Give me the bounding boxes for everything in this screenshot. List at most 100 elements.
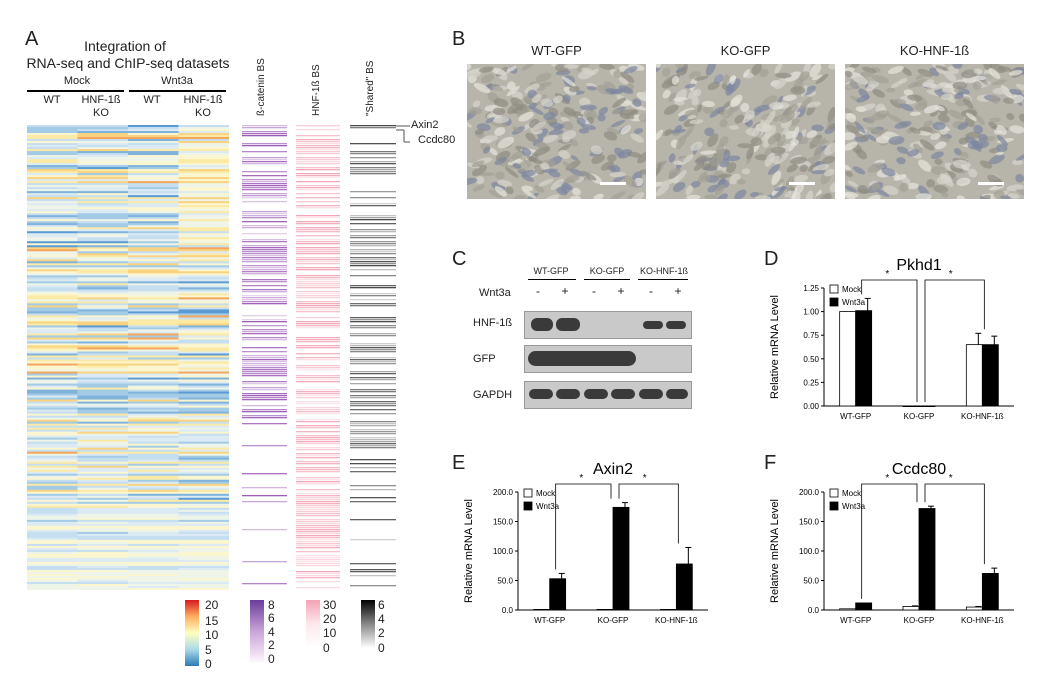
heatmap-cell bbox=[27, 475, 78, 479]
cell-shape bbox=[956, 195, 966, 199]
blot-band bbox=[643, 321, 663, 329]
heatmap-cell bbox=[27, 279, 78, 282]
heatmap-cell bbox=[77, 337, 129, 341]
heatmap-cell bbox=[178, 369, 229, 373]
y-tick-label: 150.0 bbox=[799, 518, 820, 527]
binding-site-line bbox=[296, 161, 340, 163]
cell-shape bbox=[675, 135, 687, 150]
heatmap-cell bbox=[27, 159, 78, 162]
binding-site-line bbox=[350, 125, 396, 127]
y-tick-label: 0.75 bbox=[803, 331, 819, 340]
binding-site-line bbox=[242, 265, 287, 267]
heatmap-cell bbox=[128, 201, 179, 204]
micrograph-wt-gfp bbox=[467, 64, 646, 199]
heatmap-cell bbox=[178, 445, 229, 449]
binding-site-line bbox=[296, 283, 340, 285]
heatmap-cell bbox=[128, 567, 179, 571]
binding-site-line bbox=[242, 355, 287, 357]
cell-shape bbox=[1008, 70, 1023, 76]
cell-shape bbox=[790, 86, 806, 95]
heatmap-cell bbox=[77, 373, 129, 377]
heatmap-cell bbox=[77, 525, 129, 529]
bar-mock bbox=[902, 405, 920, 408]
heatmap-cell bbox=[27, 137, 78, 140]
heatmap-cell bbox=[178, 499, 229, 503]
cell-shape bbox=[952, 81, 968, 90]
heatmap-cell bbox=[178, 463, 229, 467]
heatmap-cell bbox=[27, 289, 78, 292]
column-label-wt-wnt3a: WT bbox=[143, 94, 161, 106]
heatmap-cell bbox=[178, 299, 229, 302]
heatmap-cell bbox=[77, 327, 129, 331]
heatmap-cell bbox=[27, 499, 78, 503]
binding-site-line bbox=[350, 173, 396, 175]
binding-site-line bbox=[350, 143, 396, 145]
binding-site-line bbox=[296, 505, 340, 507]
cell-shape bbox=[507, 103, 521, 115]
cell-shape bbox=[799, 164, 808, 173]
heatmap-cell bbox=[27, 435, 78, 439]
binding-site-line bbox=[296, 307, 340, 309]
binding-site-line bbox=[296, 135, 340, 137]
binding-site-line bbox=[242, 297, 287, 299]
cell-shape bbox=[707, 81, 720, 91]
heatmap-cell bbox=[77, 393, 129, 397]
binding-site-line bbox=[350, 359, 396, 361]
cell-shape bbox=[871, 182, 881, 192]
heatmap-cell bbox=[178, 561, 229, 565]
heatmap-cell bbox=[27, 243, 78, 246]
heatmap-cell bbox=[128, 323, 179, 327]
heatmap-cell bbox=[128, 295, 179, 298]
binding-site-line bbox=[242, 389, 287, 391]
heatmap-cell bbox=[128, 127, 179, 130]
cell-shape bbox=[555, 186, 568, 196]
binding-site-line bbox=[350, 169, 396, 171]
binding-site-line bbox=[296, 241, 340, 243]
blot-band bbox=[639, 389, 663, 399]
binding-site-line bbox=[296, 573, 340, 575]
cell-shape bbox=[774, 152, 789, 165]
cell-shape bbox=[630, 133, 645, 143]
legend-label: Wnt3a bbox=[536, 502, 560, 511]
cell-shape bbox=[673, 169, 687, 184]
binding-site-line bbox=[242, 329, 287, 331]
cell-shape bbox=[632, 98, 642, 107]
heatmap-cell bbox=[77, 359, 129, 363]
cell-shape bbox=[909, 111, 922, 116]
heatmap-cell bbox=[27, 399, 78, 403]
heatmap-cell bbox=[77, 539, 129, 543]
bar-wnt3a bbox=[549, 578, 567, 611]
heatmap-cell bbox=[128, 195, 179, 198]
heatmap-cell bbox=[27, 375, 78, 379]
cell-shape bbox=[610, 119, 626, 128]
binding-site-line bbox=[242, 211, 287, 213]
binding-site-line bbox=[296, 143, 340, 145]
cell-shape bbox=[1016, 189, 1024, 197]
binding-site-line bbox=[242, 445, 287, 447]
heatmap-cell bbox=[128, 267, 179, 270]
heatmap-cell bbox=[128, 373, 179, 377]
binding-site-line bbox=[242, 339, 287, 341]
cell-shape bbox=[811, 74, 824, 81]
cell-shape bbox=[751, 64, 763, 76]
cell-shape bbox=[714, 74, 724, 84]
cell-shape bbox=[798, 71, 810, 81]
heatmap-cell bbox=[128, 345, 179, 349]
binding-site-line bbox=[350, 563, 396, 565]
binding-site-line bbox=[350, 445, 396, 447]
binding-site-line bbox=[242, 473, 287, 475]
heatmap-cell bbox=[178, 389, 229, 393]
cell-shape bbox=[694, 75, 709, 81]
cell-shape bbox=[865, 83, 876, 92]
heatmap-cell bbox=[128, 215, 179, 218]
heatmap-cell bbox=[178, 515, 229, 519]
cell-shape bbox=[569, 195, 581, 199]
heatmap-cell bbox=[77, 421, 129, 425]
scale-shared-0: 0 bbox=[378, 641, 385, 655]
panel-c-letter: C bbox=[452, 248, 467, 270]
binding-site-line bbox=[296, 501, 340, 503]
cell-shape bbox=[919, 139, 935, 151]
heatmap-cell bbox=[27, 309, 78, 313]
cell-shape bbox=[507, 81, 516, 91]
cell-shape bbox=[586, 85, 597, 91]
